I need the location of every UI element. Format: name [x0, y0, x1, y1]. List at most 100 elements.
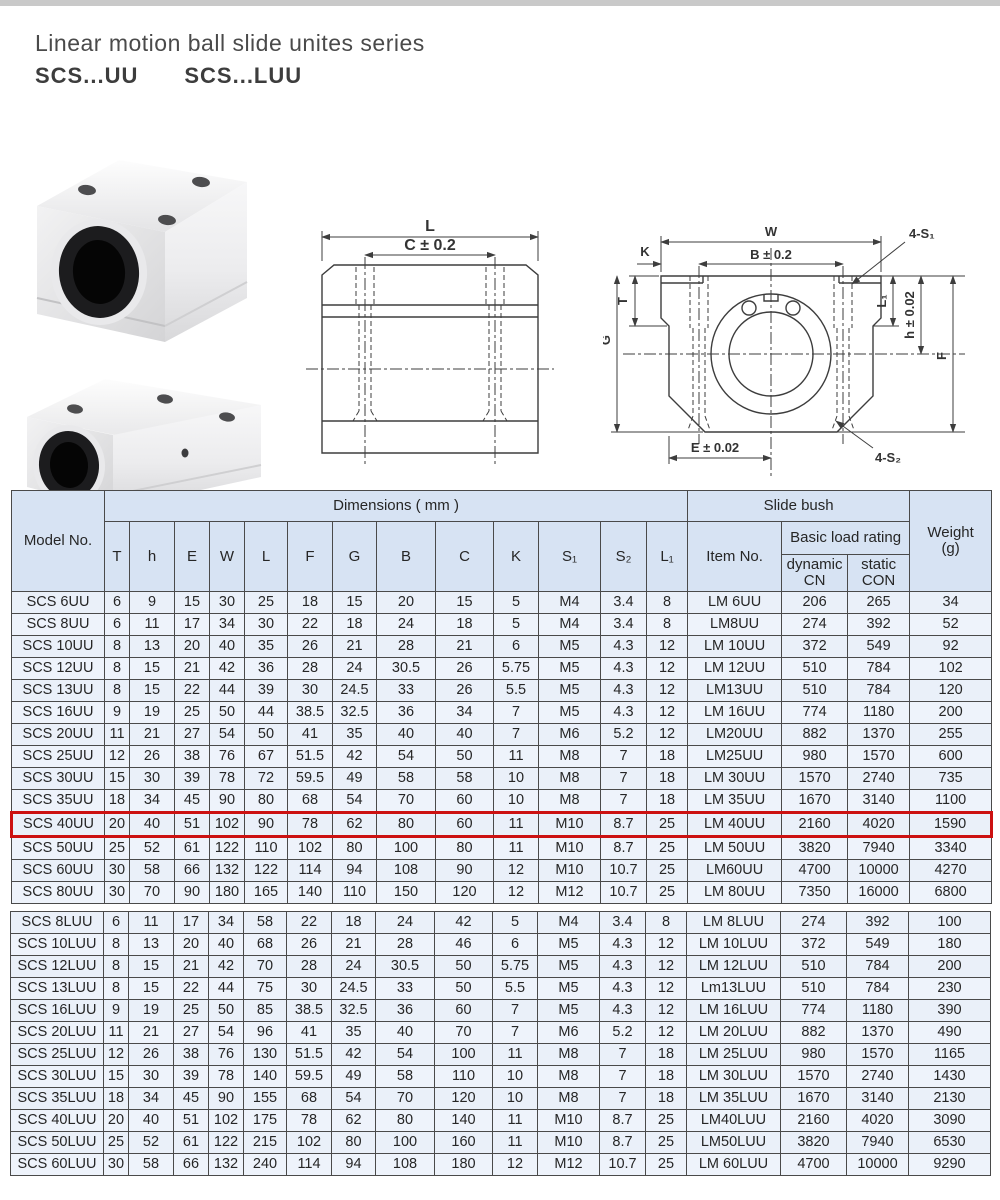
value-cell: 6 [103, 911, 129, 934]
item-no-cell: LM 50UU [687, 836, 783, 860]
block-side-face [165, 182, 247, 342]
value-cell: 140 [434, 1109, 493, 1132]
value-cell: 11 [493, 745, 539, 768]
value-cell: 80 [244, 789, 288, 813]
value-cell: 114 [286, 1153, 332, 1176]
value-cell: 78 [209, 767, 245, 790]
value-cell: 9 [104, 701, 130, 724]
table-row: SCS 50LUU 25 52 61 122 215 102 80 100 160 11 M10 8.7… [10, 1131, 991, 1154]
value-cell: 42 [434, 911, 493, 934]
value-cell: 50 [244, 723, 288, 746]
value-cell: 11 [493, 811, 539, 838]
table-row: SCS 30UU 15 30 39 78 72 59.5 49 58 58 10 M8 7 18 LM 30… [11, 767, 993, 790]
col-header-dim: K [493, 521, 539, 592]
value-cell: 3090 [908, 1109, 991, 1132]
value-cell: 15 [332, 591, 377, 614]
item-no-cell: LM50LUU [686, 1131, 781, 1154]
col-header-dim: E [174, 521, 210, 592]
value-cell: 5.5 [493, 679, 539, 702]
item-no-cell: LM8UU [687, 613, 783, 636]
model-cell: SCS 12UU [11, 657, 105, 680]
value-cell: 8.7 [600, 836, 647, 860]
value-cell: 50 [209, 701, 245, 724]
value-cell: 7 [493, 701, 539, 724]
value-cell: 372 [781, 635, 849, 658]
value-cell: 50 [208, 999, 244, 1022]
table-row: SCS 20LUU 11 21 27 54 96 41 35 40 70 7 M6 5.2 12 LM 20… [10, 1021, 991, 1044]
value-cell: 10 [493, 789, 539, 813]
value-cell: M5 [538, 635, 601, 658]
value-cell: 7 [600, 745, 647, 768]
col-header-dim: L₁ [645, 521, 689, 592]
value-cell: 10.7 [599, 1153, 646, 1176]
value-cell: 32.5 [332, 701, 377, 724]
value-cell: 90 [244, 811, 288, 838]
value-cell: M5 [537, 999, 600, 1022]
value-cell: M10 [538, 859, 601, 882]
value-cell: 510 [781, 679, 849, 702]
value-cell: 28 [286, 955, 332, 978]
value-cell: 4270 [909, 859, 993, 882]
table-row: SCS 13LUU 8 15 22 44 75 30 24.5 33 50 5.5 M5 4.3 12 Lm… [10, 977, 991, 1000]
value-cell: 54 [209, 723, 245, 746]
product-photo-long [27, 379, 262, 509]
value-cell: 35 [331, 1021, 376, 1044]
col-header-dim: h [129, 521, 175, 592]
table-row: SCS 10UU 8 13 20 40 35 26 21 28 21 6 M5 4.3 12 LM 10UU… [11, 635, 993, 658]
item-no-cell: LM25UU [687, 745, 783, 768]
model-cell: SCS 25UU [11, 745, 105, 768]
value-cell: 12 [645, 933, 687, 956]
value-cell: 80 [376, 811, 436, 838]
value-cell: 26 [287, 635, 333, 658]
value-cell: 25 [645, 1131, 687, 1154]
item-no-cell: LM 40UU [687, 811, 783, 838]
table-row: SCS 16LUU 9 19 25 50 85 38.5 32.5 36 60 7 M5 4.3 12 LM… [10, 999, 991, 1022]
value-cell: 8.7 [599, 1109, 646, 1132]
value-cell: 21 [332, 635, 377, 658]
value-cell: 4.3 [600, 701, 647, 724]
col-header-dim: L [244, 521, 288, 592]
value-cell: 44 [208, 977, 244, 1000]
value-cell: 120 [435, 881, 494, 904]
value-cell: 25 [244, 591, 288, 614]
value-cell: 980 [780, 1043, 847, 1066]
col-header-dynamic: dynamic CN [781, 554, 849, 592]
value-cell: 11 [104, 723, 130, 746]
value-cell: 20 [103, 1109, 129, 1132]
value-cell: 59.5 [286, 1065, 332, 1088]
value-cell: 175 [243, 1109, 287, 1132]
block-side-face [113, 405, 261, 509]
value-cell: 6 [104, 613, 130, 636]
value-cell: 66 [174, 859, 210, 882]
value-cell: 40 [208, 933, 244, 956]
value-cell: 70 [129, 881, 175, 904]
value-cell: M5 [538, 657, 601, 680]
model-cell: SCS 60LUU [10, 1153, 104, 1176]
value-cell: 100 [375, 1131, 435, 1154]
value-cell: 54 [332, 789, 377, 813]
value-cell: 54 [208, 1021, 244, 1044]
value-cell: 255 [909, 723, 993, 746]
value-cell: 40 [129, 811, 175, 838]
value-cell: 1590 [909, 811, 994, 838]
value-cell: 41 [287, 723, 333, 746]
value-cell: 150 [376, 881, 436, 904]
value-cell: 102 [286, 1131, 332, 1154]
value-cell: 45 [173, 1087, 209, 1110]
table-row: SCS 35UU 18 34 45 90 80 68 54 70 60 10 M8 7 18 LM 35UU… [11, 789, 993, 813]
value-cell: 70 [243, 955, 287, 978]
value-cell: 28 [287, 657, 333, 680]
value-cell: M8 [537, 1087, 600, 1110]
model-cell: SCS 16UU [11, 701, 105, 724]
col-header-dim: T [104, 521, 130, 592]
value-cell: 94 [331, 1153, 376, 1176]
table-row: SCS 20UU 11 21 27 54 50 41 35 40 40 7 M6 5.2 12 LM20UU… [11, 723, 993, 746]
item-no-cell: LM 12UU [687, 657, 783, 680]
model-cell: SCS 40LUU [10, 1109, 104, 1132]
value-cell: 372 [780, 933, 847, 956]
value-cell: 110 [434, 1065, 493, 1088]
table-row: SCS 8UU 6 11 17 34 30 22 18 24 18 5 M4 3.4 8 LM8UU 274 3… [11, 613, 993, 636]
bore-hole [72, 240, 126, 304]
top-screw-hole [67, 404, 83, 414]
value-cell: 12 [493, 859, 539, 882]
